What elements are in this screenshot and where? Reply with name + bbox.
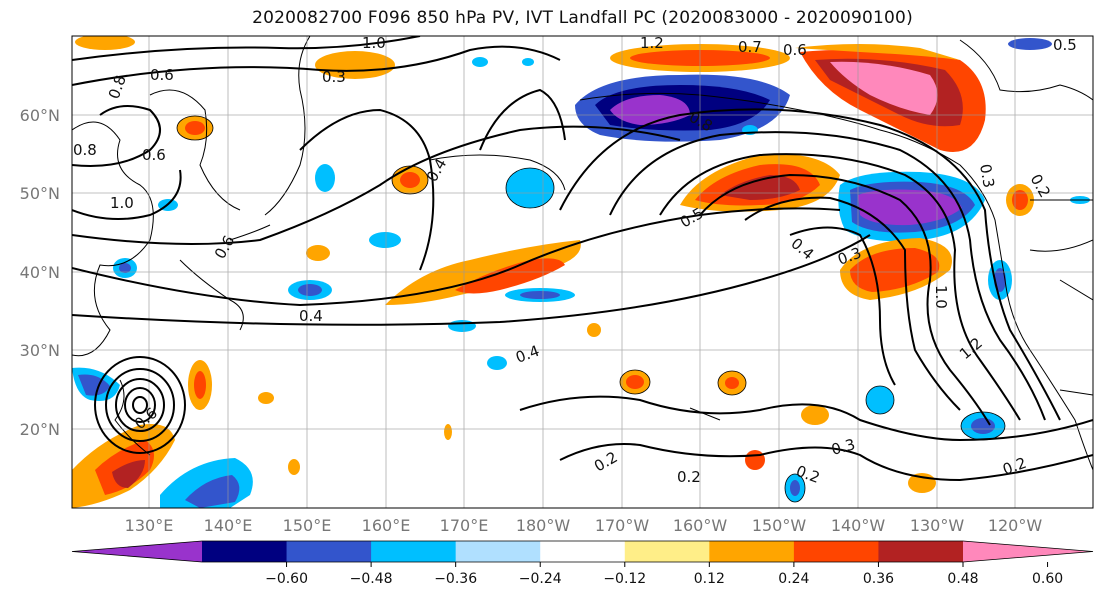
colorbar-tick-label: 0.60	[1032, 571, 1063, 587]
contour-label: 0.3	[829, 435, 857, 459]
contour-label: 1.0	[932, 285, 950, 309]
colorbar-tick-label: 0.36	[863, 571, 894, 587]
contour-label: 0.6	[142, 146, 166, 164]
colorbar-tick-label: −0.36	[434, 571, 477, 587]
colorbar-swatch	[624, 541, 710, 562]
coastline-layer	[72, 36, 1093, 471]
lon-label: 170°W	[595, 516, 650, 535]
colorbar-swatch	[371, 541, 457, 562]
contour-label: 0.4	[299, 307, 323, 325]
map-frame	[71, 35, 1094, 509]
map-title: 2020082700 F096 850 hPa PV, IVT Landfall…	[252, 8, 913, 28]
colorbar-swatch	[709, 541, 795, 562]
lat-label: 40°N	[20, 263, 60, 282]
contour-label: 0.8	[73, 141, 97, 159]
lat-label: 60°N	[20, 106, 60, 125]
contour-label: 0.7	[738, 38, 762, 56]
lon-label: 130°W	[910, 516, 965, 535]
colorbar-swatch	[540, 541, 626, 562]
colorbar-outline	[71, 540, 1094, 563]
graticule	[72, 36, 1093, 508]
contour-label: 0.6	[783, 41, 807, 59]
lon-label: 160°W	[673, 516, 728, 535]
longitude-axis: 130°E 140°E 150°E 160°E 170°E 180°W 170°…	[125, 516, 1043, 535]
lat-label: 30°N	[20, 341, 60, 360]
lat-label: 50°N	[20, 184, 60, 203]
lon-label: 180°W	[516, 516, 571, 535]
contour-label: 0.5	[1053, 36, 1077, 54]
pv-shading-layer	[72, 36, 1090, 508]
lat-label: 20°N	[20, 420, 60, 439]
colorbar-tick-label: 0.48	[947, 571, 978, 587]
colorbar-swatch	[793, 541, 879, 562]
colorbar-swatch	[455, 541, 541, 562]
colorbar-tick-label: −0.24	[519, 571, 562, 587]
contour-label: 0.3	[976, 163, 998, 190]
lon-label: 160°E	[362, 516, 411, 535]
ivt-contour-layer	[72, 36, 1093, 482]
contour-label: 1.0	[362, 34, 386, 52]
lon-label: 140°E	[204, 516, 253, 535]
colorbar-swatch	[202, 541, 288, 562]
colorbar-swatch	[878, 541, 964, 562]
colorbar-tick-label: −0.12	[603, 571, 646, 587]
contour-label: 0.2	[677, 468, 701, 486]
colorbar-tick-label: 0.12	[694, 571, 725, 587]
contour-label: 0.6	[150, 66, 174, 84]
typhoon-contours	[94, 356, 186, 454]
colorbar-tick-label: 0.24	[778, 571, 809, 587]
colorbar-tick-label: −0.48	[350, 571, 393, 587]
colorbar-tick-label: −0.60	[265, 571, 308, 587]
contour-label: 1.0	[110, 194, 134, 212]
colorbar-arrow-max	[963, 541, 1093, 562]
latitude-axis: 60°N 50°N 40°N 30°N 20°N	[20, 106, 60, 439]
colorbar: −0.60 −0.48 −0.36 −0.24 −0.12 0.12 0.24 0.36 0.4…	[71, 540, 1094, 587]
lon-label: 130°E	[125, 516, 174, 535]
map-plot-area: 1.0 0.6 0.3 0.8 0.6 0.8 1.0 0.6 0.4 0.4 …	[71, 34, 1094, 509]
lon-label: 140°W	[831, 516, 886, 535]
colorbar-arrow-min	[72, 541, 202, 562]
colorbar-swatch	[286, 541, 372, 562]
lon-label: 150°W	[752, 516, 807, 535]
contour-label: 0.3	[322, 68, 346, 86]
contour-label: 1.2	[640, 34, 664, 52]
lon-label: 120°W	[988, 516, 1043, 535]
lon-label: 170°E	[440, 516, 489, 535]
lon-label: 150°E	[283, 516, 332, 535]
shading-outline-layer	[176, 115, 1006, 503]
